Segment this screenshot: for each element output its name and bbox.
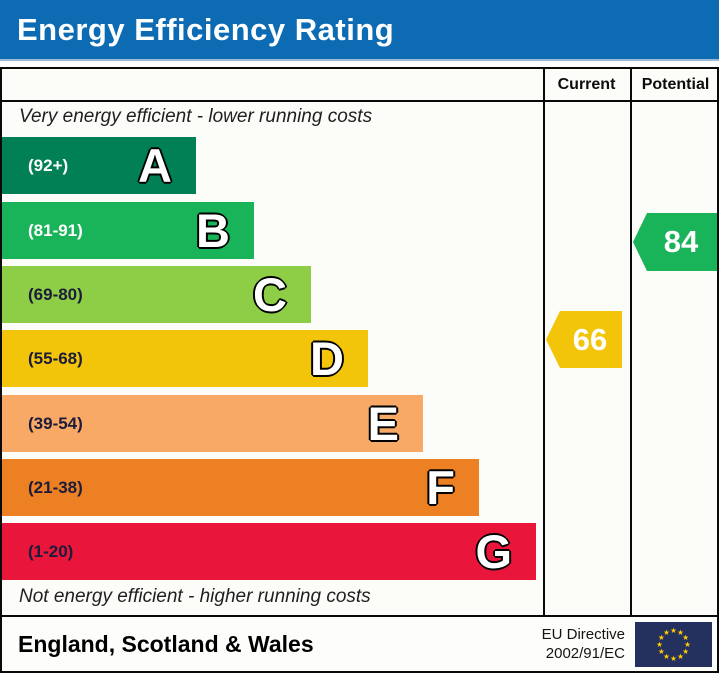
potential-column-divider <box>630 69 632 615</box>
current-rating-value: 66 <box>572 321 608 357</box>
top-caption: Very energy efficient - lower running co… <box>19 106 373 127</box>
page-title: Energy Efficiency Rating <box>17 11 395 47</box>
title-bar: Energy Efficiency Rating <box>0 0 719 61</box>
rating-table: Current Potential Very energy efficient … <box>0 67 719 617</box>
band-letter: C <box>253 268 287 321</box>
band-letter: E <box>367 397 399 450</box>
svg-text:★: ★ <box>663 652 670 661</box>
table-header-row: Current Potential <box>2 69 717 102</box>
potential-rating-pointer: 84 <box>633 213 717 271</box>
band-row-e: (39-54) E <box>2 395 423 452</box>
band-row-d: (55-68) D <box>2 330 368 387</box>
band-letter: A <box>138 139 172 192</box>
band-row-b: (81-91) B <box>2 202 254 259</box>
svg-text:★: ★ <box>677 652 684 661</box>
band-range-label: (55-68) <box>28 348 83 368</box>
svg-text:★: ★ <box>684 640 691 649</box>
svg-text:★: ★ <box>670 654 677 663</box>
svg-text:★: ★ <box>658 647 665 656</box>
svg-text:★: ★ <box>670 626 677 635</box>
band-row-f: (21-38) F <box>2 459 479 516</box>
current-column-header: Current <box>557 75 616 93</box>
band-range-label: (69-80) <box>28 284 83 304</box>
eu-flag-icon: ★ ★ ★ ★ ★ ★ ★ ★ ★ ★ ★ ★ <box>635 621 712 667</box>
svg-text:★: ★ <box>663 628 670 637</box>
band-row-a: (92+) A <box>2 137 196 194</box>
band-letter: G <box>475 525 512 578</box>
band-range-label: (81-91) <box>28 220 83 240</box>
potential-rating-value: 84 <box>663 224 699 259</box>
eu-directive-line2: 2002/91/EC <box>545 645 625 662</box>
eu-directive-line1: EU Directive <box>541 626 625 643</box>
band-letter: F <box>426 461 455 514</box>
svg-text:★: ★ <box>658 633 665 642</box>
current-rating-pointer: 66 <box>546 311 622 368</box>
band-row-g: (1-20) G <box>2 523 536 580</box>
eu-directive-label: EU Directive 2002/91/EC <box>542 625 625 663</box>
svg-text:★: ★ <box>656 640 663 649</box>
band-range-label: (39-54) <box>28 413 83 433</box>
band-row-c: (69-80) C <box>2 266 311 323</box>
region-label: England, Scotland & Wales <box>18 630 314 657</box>
band-letter: D <box>310 332 344 385</box>
footer: England, Scotland & Wales EU Directive 2… <box>0 615 719 673</box>
eu-flag-stars: ★ ★ ★ ★ ★ ★ ★ ★ ★ ★ ★ ★ <box>656 626 691 663</box>
band-range-label: (21-38) <box>28 477 83 497</box>
svg-text:★: ★ <box>682 633 689 642</box>
bottom-caption: Not energy efficient - higher running co… <box>19 586 371 607</box>
potential-column-header: Potential <box>641 75 710 93</box>
svg-text:★: ★ <box>677 628 684 637</box>
current-column-divider <box>543 69 545 615</box>
svg-text:★: ★ <box>682 647 689 656</box>
band-range-label: (1-20) <box>28 541 74 561</box>
band-letter: B <box>196 204 230 257</box>
band-range-label: (92+) <box>28 155 69 175</box>
